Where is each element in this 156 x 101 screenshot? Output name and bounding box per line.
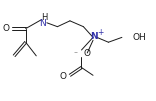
Text: ⁻: ⁻ bbox=[74, 49, 78, 58]
Text: O: O bbox=[83, 49, 90, 58]
Text: +: + bbox=[98, 28, 104, 37]
Text: O: O bbox=[2, 24, 9, 33]
Text: N: N bbox=[90, 32, 98, 41]
Text: OH: OH bbox=[132, 33, 146, 42]
Text: H: H bbox=[41, 13, 47, 22]
Text: N: N bbox=[39, 19, 45, 28]
Text: O: O bbox=[59, 72, 66, 81]
